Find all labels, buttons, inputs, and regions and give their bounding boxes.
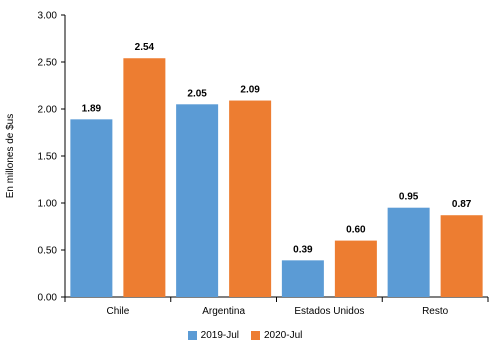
x-tick-label: Resto (422, 306, 449, 317)
y-tick-label: 2.50 (38, 58, 58, 69)
bar (229, 100, 272, 297)
data-label: 0.39 (293, 244, 313, 255)
legend-swatch-2019 (187, 330, 197, 340)
x-tick-label: Argentina (202, 306, 245, 317)
y-tick-label: 1.00 (38, 199, 58, 210)
data-labels: 1.89 2.54 2.05 2.09 0.39 0.60 0.95 0.87 (82, 42, 472, 255)
bar (176, 104, 219, 297)
data-label: 0.60 (346, 225, 366, 236)
data-label: 2.09 (240, 85, 260, 96)
data-label: 0.95 (399, 192, 419, 203)
y-axis-label: En millones de $us (5, 114, 16, 199)
legend-label-2019: 2019-Jul (200, 329, 239, 341)
bar (387, 207, 430, 297)
legend-label-2020: 2020-Jul (264, 329, 303, 341)
bar (70, 119, 113, 297)
y-axis: 0.00 0.50 1.00 1.50 2.00 2.50 3.00 (38, 11, 66, 304)
data-label: 2.05 (187, 88, 207, 99)
bar (440, 215, 483, 297)
y-tick-label: 1.50 (38, 152, 58, 163)
x-tick-label: Chile (106, 306, 129, 317)
legend-item-2019: 2019-Jul (187, 329, 239, 341)
y-tick-label: 2.00 (38, 105, 58, 116)
bar (334, 240, 377, 297)
data-label: 1.89 (82, 103, 102, 114)
bar (123, 58, 166, 297)
y-tick-label: 0.50 (38, 246, 58, 257)
x-axis: Chile Argentina Estados Unidos Resto (64, 296, 489, 317)
legend-swatch-2020 (251, 330, 260, 340)
y-tick-label: 3.00 (38, 11, 58, 22)
bar (281, 260, 324, 297)
y-tick-label: 0.00 (38, 293, 58, 304)
data-label: 2.54 (135, 42, 155, 53)
x-tick-label: Estados Unidos (294, 306, 364, 317)
bars (70, 58, 483, 297)
data-label: 0.87 (452, 199, 472, 210)
legend-item-2020: 2020-Jul (251, 330, 302, 341)
legend: 2019-Jul 2020-Jul (0, 328, 490, 342)
